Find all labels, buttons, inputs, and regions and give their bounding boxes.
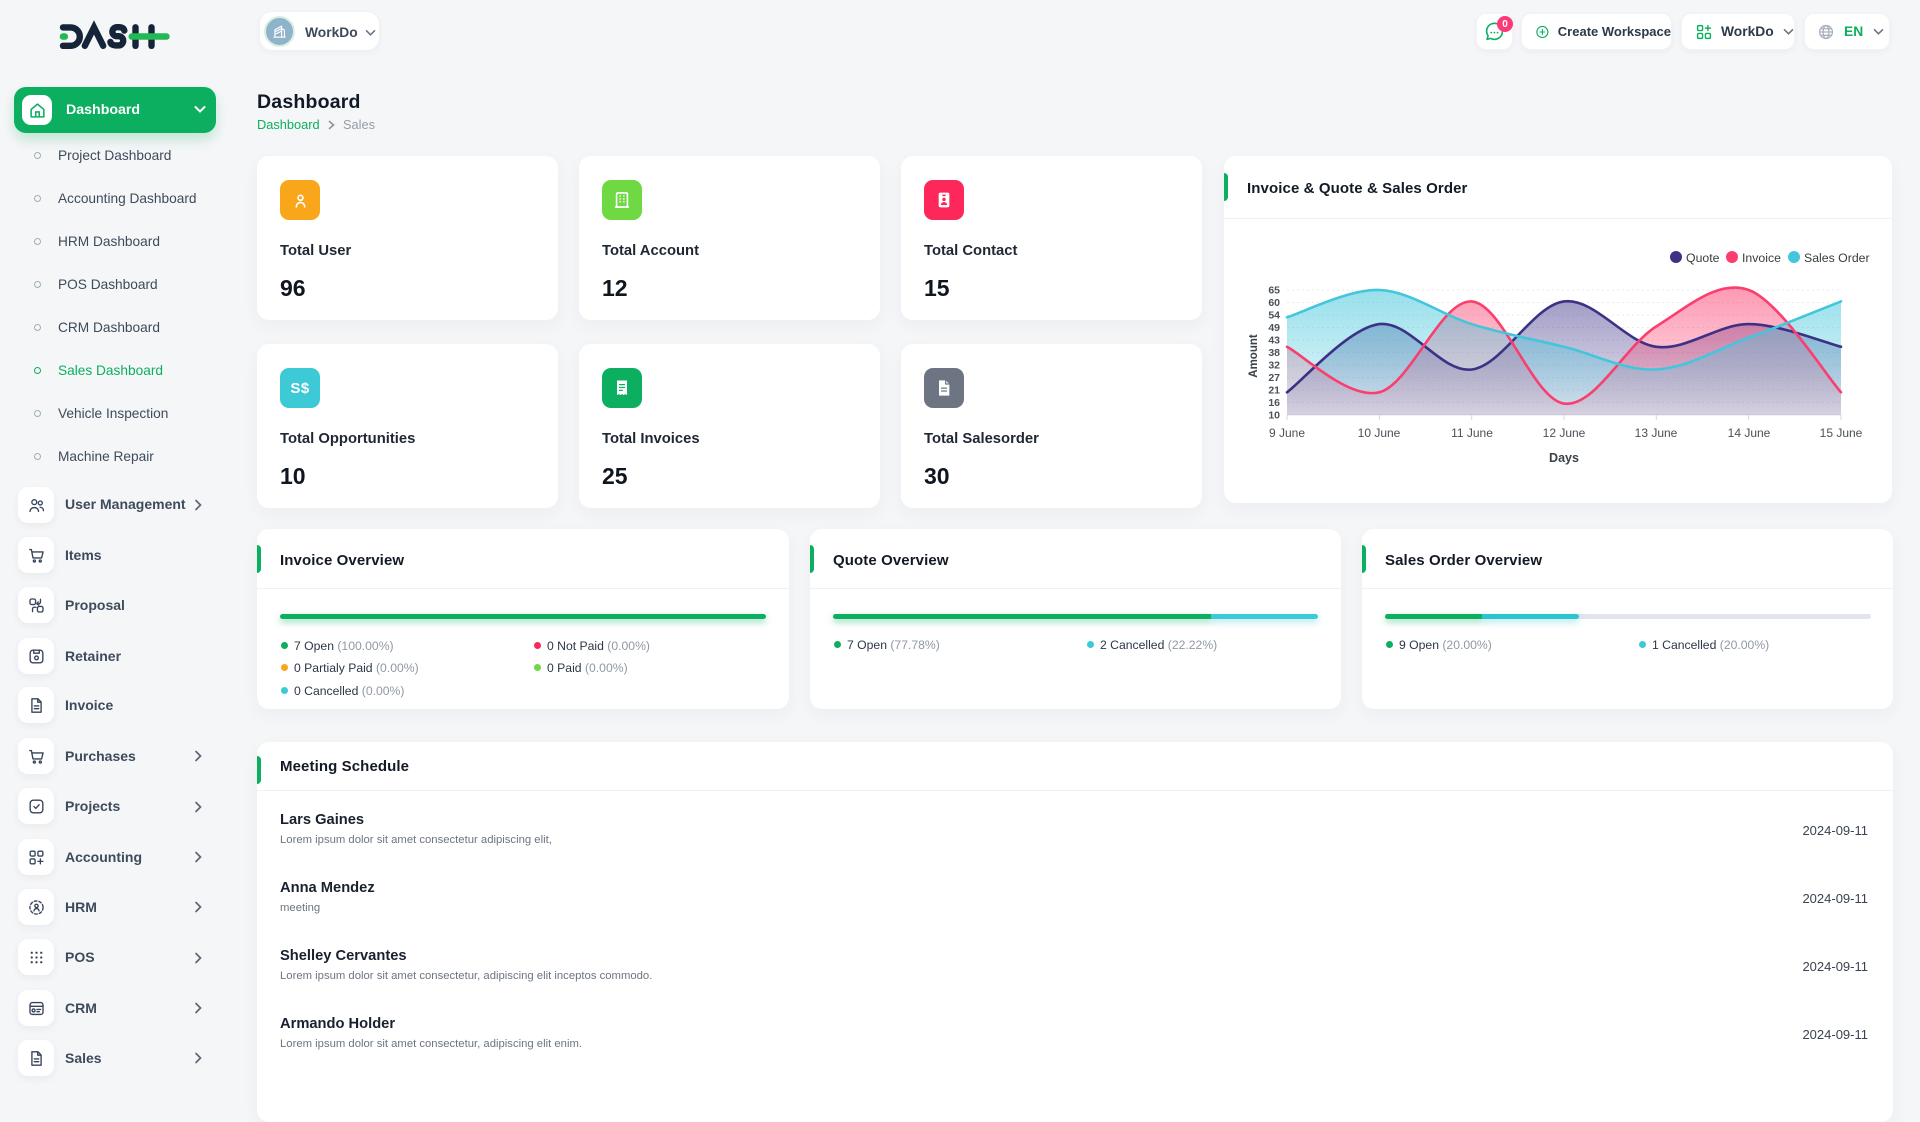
svg-text:Days: Days (1549, 451, 1579, 465)
svg-text:10 June: 10 June (1358, 426, 1401, 440)
svg-text:15 June: 15 June (1820, 426, 1863, 440)
svg-text:12 June: 12 June (1543, 426, 1586, 440)
svg-text:Amount: Amount (1248, 334, 1260, 378)
svg-text:16: 16 (1268, 397, 1280, 409)
svg-text:21: 21 (1268, 385, 1280, 397)
svg-text:54: 54 (1268, 310, 1280, 322)
svg-text:13 June: 13 June (1635, 426, 1678, 440)
svg-text:Invoice: Invoice (1742, 251, 1781, 265)
svg-text:38: 38 (1268, 347, 1280, 359)
svg-text:60: 60 (1268, 297, 1280, 309)
svg-text:9 June: 9 June (1269, 426, 1305, 440)
svg-text:10: 10 (1268, 410, 1280, 422)
svg-text:43: 43 (1268, 335, 1280, 347)
svg-text:27: 27 (1268, 372, 1280, 384)
svg-text:49: 49 (1268, 322, 1280, 334)
svg-text:Quote: Quote (1686, 251, 1720, 265)
svg-text:32: 32 (1268, 360, 1280, 372)
svg-text:Sales Order: Sales Order (1804, 251, 1870, 265)
svg-text:65: 65 (1268, 285, 1280, 297)
svg-text:11 June: 11 June (1451, 426, 1493, 440)
svg-text:14 June: 14 June (1728, 426, 1771, 440)
